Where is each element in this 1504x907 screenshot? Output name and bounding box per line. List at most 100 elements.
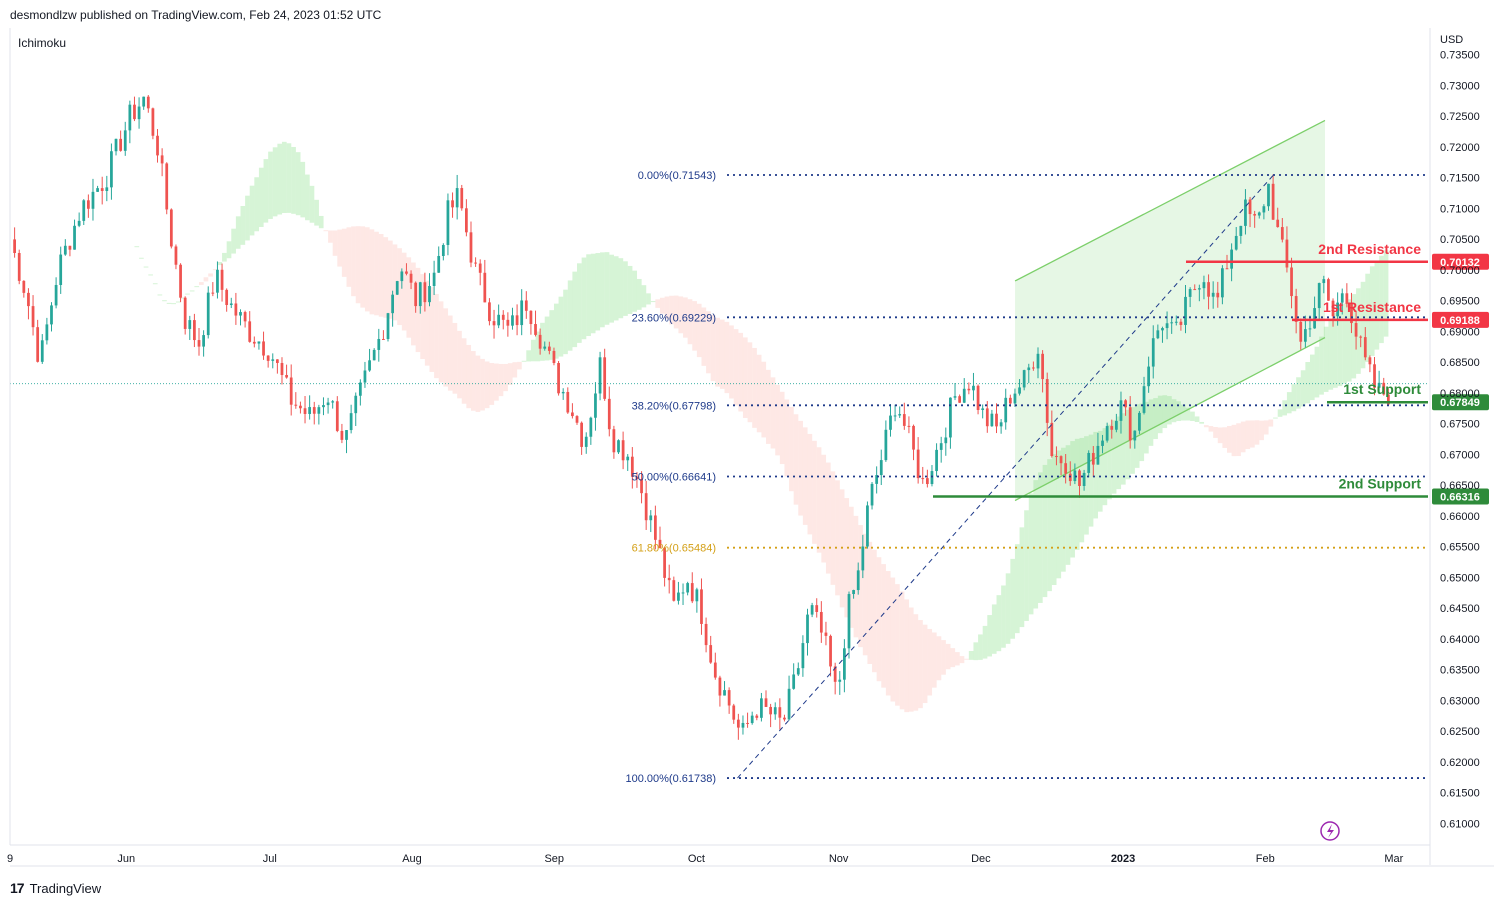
cloud-segment bbox=[424, 280, 430, 366]
cloud-segment bbox=[890, 577, 896, 702]
cloud-segment bbox=[1227, 426, 1232, 453]
candle-body bbox=[626, 456, 630, 461]
cloud-segment bbox=[1028, 493, 1034, 615]
candle-body bbox=[501, 314, 505, 320]
candle-body bbox=[801, 643, 805, 669]
cloud-segment bbox=[1190, 411, 1195, 421]
candle-body bbox=[1248, 199, 1252, 215]
cloud-segment bbox=[171, 303, 177, 305]
candle-body bbox=[239, 312, 242, 316]
cloud-segment bbox=[1309, 354, 1315, 401]
cloud-segment bbox=[1079, 437, 1085, 543]
y-tick-label: 0.61000 bbox=[1440, 818, 1480, 830]
candle-body bbox=[234, 303, 238, 316]
candle-body bbox=[36, 327, 40, 362]
cloud-segment bbox=[1222, 427, 1228, 448]
cloud-segment bbox=[581, 257, 587, 340]
candle-body bbox=[879, 460, 883, 476]
cloud-segment bbox=[1333, 312, 1338, 388]
indicator-label[interactable]: Ichimoku bbox=[18, 36, 67, 50]
cloud-segment bbox=[1365, 273, 1370, 362]
cloud-segment bbox=[1250, 420, 1255, 448]
cloud-segment bbox=[1263, 420, 1269, 435]
candle-body bbox=[736, 719, 740, 728]
candle-body bbox=[299, 405, 302, 409]
candle-body bbox=[216, 269, 219, 293]
candle-body bbox=[617, 440, 620, 453]
candle-body bbox=[677, 592, 680, 601]
candle-body bbox=[128, 104, 132, 131]
candle-body bbox=[146, 96, 150, 109]
cloud-segment bbox=[268, 151, 273, 219]
support-resistance-levels: 2nd Resistance 0.70132 1st Resistance 0.691… bbox=[933, 241, 1489, 505]
candle-body bbox=[1230, 249, 1233, 269]
cloud-segment bbox=[512, 362, 518, 378]
candle-body bbox=[478, 263, 482, 273]
cloud-segment bbox=[710, 314, 716, 382]
cloud-segment bbox=[876, 557, 882, 682]
candle-body bbox=[833, 666, 837, 682]
cloud-segment bbox=[945, 643, 951, 670]
candle-body bbox=[414, 282, 418, 307]
candle-body bbox=[1290, 267, 1293, 297]
cloud-segment bbox=[217, 261, 223, 266]
cloud-segment bbox=[1042, 464, 1048, 598]
cloud-segment bbox=[872, 549, 877, 673]
level-badge-value: 0.70132 bbox=[1440, 257, 1480, 269]
candle-body bbox=[1345, 293, 1349, 304]
candle-body bbox=[1170, 322, 1174, 324]
cloud-segment bbox=[401, 252, 407, 331]
candle-body bbox=[1207, 282, 1210, 297]
candle-body bbox=[179, 264, 182, 298]
candle-body bbox=[990, 413, 994, 427]
candle-body bbox=[985, 408, 989, 427]
candle-body bbox=[1179, 321, 1183, 325]
candle-body bbox=[732, 705, 736, 720]
candle-body bbox=[718, 677, 722, 696]
cloud-segment bbox=[189, 290, 195, 292]
cloud-segment bbox=[148, 274, 153, 276]
level-badge bbox=[1432, 488, 1489, 505]
cloud-segment bbox=[351, 226, 356, 297]
cloud-segment bbox=[498, 363, 504, 397]
candle-body bbox=[543, 346, 547, 349]
candle-body bbox=[1045, 379, 1049, 423]
cloud-segment bbox=[1268, 419, 1274, 427]
candle-body bbox=[1032, 367, 1035, 369]
candle-body bbox=[1308, 328, 1312, 330]
cloud-segment bbox=[166, 302, 172, 304]
cloud-segment bbox=[286, 143, 292, 213]
cloud-segment bbox=[1107, 424, 1112, 500]
cloud-segment bbox=[1369, 266, 1375, 356]
cloud-segment bbox=[1130, 407, 1135, 474]
cloud-segment bbox=[955, 652, 960, 666]
candle-body bbox=[1253, 214, 1257, 216]
cloud-segment bbox=[134, 246, 140, 248]
cloud-segment bbox=[1383, 250, 1389, 337]
cloud-segment bbox=[1240, 421, 1246, 453]
cloud-segment bbox=[208, 273, 213, 277]
cloud-segment bbox=[388, 240, 393, 319]
candle-body bbox=[1142, 386, 1146, 413]
candle-body bbox=[999, 422, 1003, 427]
cloud-segment bbox=[1374, 260, 1380, 350]
cloud-segment bbox=[678, 296, 684, 334]
cloud-segment bbox=[194, 286, 200, 288]
cloud-segment bbox=[1273, 417, 1278, 419]
candle-body bbox=[1128, 407, 1132, 441]
candle-body bbox=[243, 312, 247, 322]
cloud-segment bbox=[443, 308, 449, 387]
candle-body bbox=[400, 271, 404, 282]
cloud-segment bbox=[1282, 400, 1288, 416]
cloud-segment bbox=[563, 289, 568, 355]
cloud-segment bbox=[175, 301, 181, 303]
cloud-segment bbox=[411, 262, 416, 346]
candle-body bbox=[686, 583, 690, 593]
level-badge bbox=[1432, 394, 1489, 411]
cloud-segment bbox=[867, 541, 873, 664]
cloud-segment bbox=[706, 311, 711, 374]
cloud-segment bbox=[1176, 401, 1181, 422]
candle-body bbox=[488, 302, 491, 322]
candle-body bbox=[1271, 183, 1275, 220]
